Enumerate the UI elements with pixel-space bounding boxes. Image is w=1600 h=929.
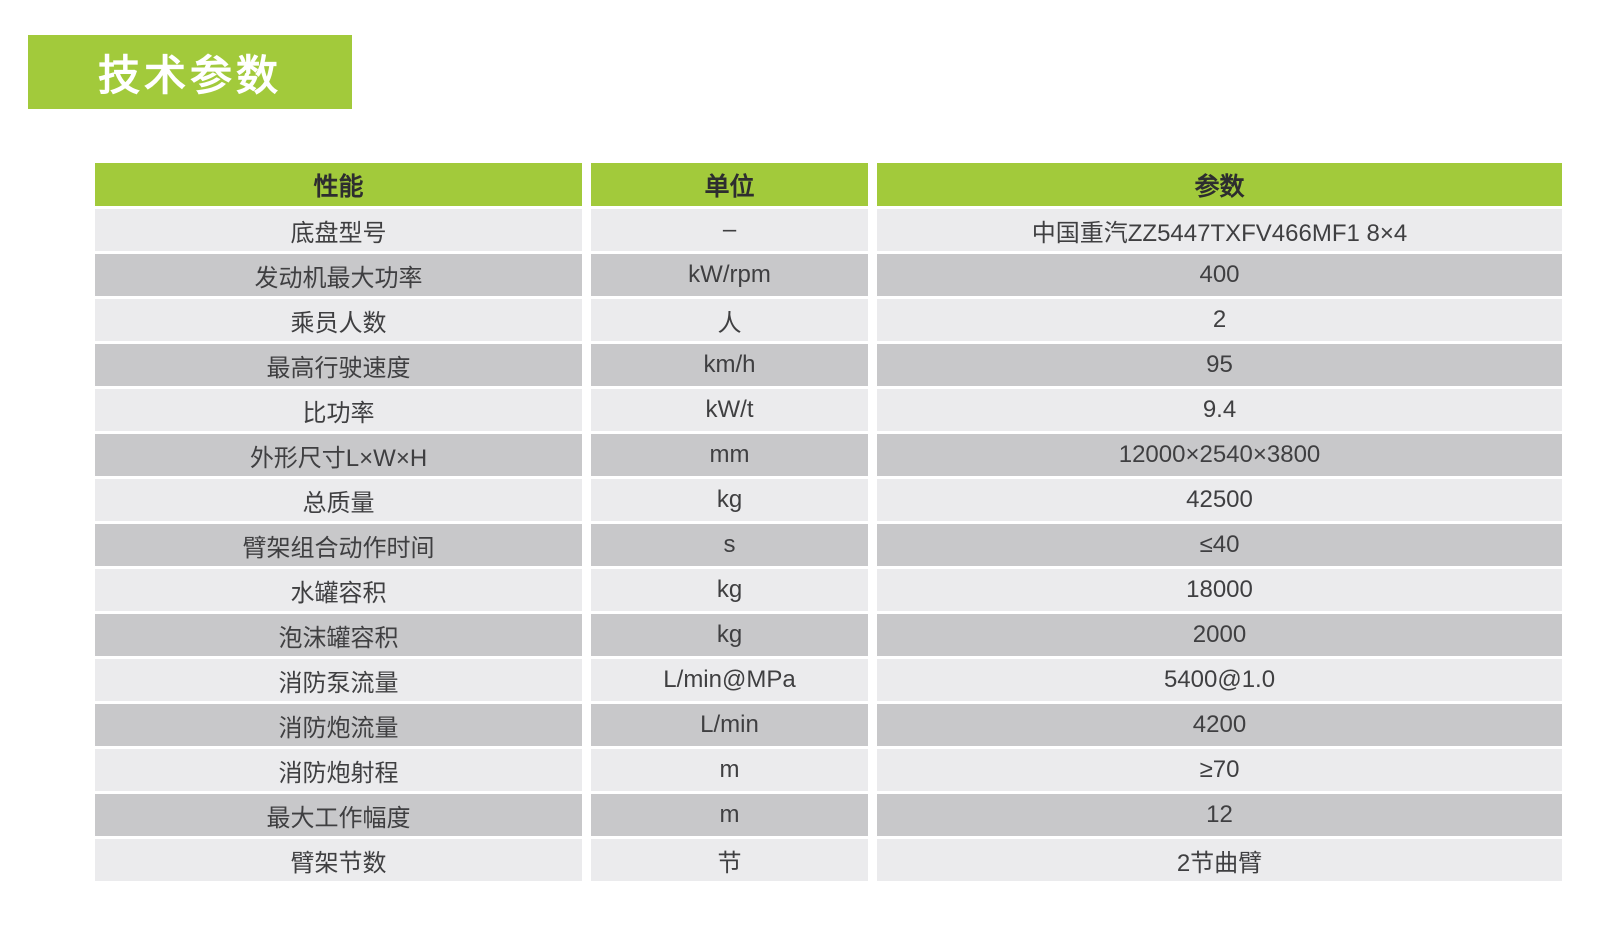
row-unit-cell: kW/t — [591, 389, 868, 431]
row-unit-cell: kg — [591, 479, 868, 521]
row-unit-cell: kg — [591, 569, 868, 611]
row-name-cell: 最高行驶速度 — [95, 344, 582, 386]
row-name-cell: 臂架节数 — [95, 839, 582, 881]
row-name-cell: 臂架组合动作时间 — [95, 524, 582, 566]
row-value-cell: ≥70 — [877, 749, 1562, 791]
row-unit-cell: m — [591, 794, 868, 836]
page-title: 技术参数 — [97, 51, 282, 99]
row-value-cell: 95 — [877, 344, 1562, 386]
row-unit-cell: km/h — [591, 344, 868, 386]
row-unit-cell: kg — [591, 614, 868, 656]
row-unit-cell: mm — [591, 434, 868, 476]
row-unit-cell: m — [591, 749, 868, 791]
row-unit-cell: 人 — [591, 299, 868, 341]
row-value-cell: 9.4 — [877, 389, 1562, 431]
col-header-unit: 单位 — [591, 163, 868, 206]
row-value-cell: 12 — [877, 794, 1562, 836]
row-value-cell: 400 — [877, 254, 1562, 296]
page-title-badge: 技术参数 — [28, 35, 352, 109]
row-unit-cell: kW/rpm — [591, 254, 868, 296]
row-unit-cell: – — [591, 209, 868, 251]
row-name-cell: 外形尺寸L×W×H — [95, 434, 582, 476]
row-name-cell: 消防泵流量 — [95, 659, 582, 701]
row-unit-cell: L/min@MPa — [591, 659, 868, 701]
col-header-parameter: 参数 — [877, 163, 1562, 206]
row-name-cell: 发动机最大功率 — [95, 254, 582, 296]
row-name-cell: 消防炮射程 — [95, 749, 582, 791]
row-value-cell: 2 — [877, 299, 1562, 341]
row-value-cell: 18000 — [877, 569, 1562, 611]
row-value-cell: 中国重汽ZZ5447TXFV466MF1 8×4 — [877, 209, 1562, 251]
row-name-cell: 消防炮流量 — [95, 704, 582, 746]
row-value-cell: 5400@1.0 — [877, 659, 1562, 701]
row-unit-cell: 节 — [591, 839, 868, 881]
row-unit-cell: s — [591, 524, 868, 566]
row-name-cell: 底盘型号 — [95, 209, 582, 251]
row-name-cell: 总质量 — [95, 479, 582, 521]
row-value-cell: 4200 — [877, 704, 1562, 746]
col-header-performance: 性能 — [95, 163, 582, 206]
row-name-cell: 水罐容积 — [95, 569, 582, 611]
row-value-cell: 2节曲臂 — [877, 839, 1562, 881]
row-value-cell: ≤40 — [877, 524, 1562, 566]
row-name-cell: 最大工作幅度 — [95, 794, 582, 836]
row-unit-cell: L/min — [591, 704, 868, 746]
row-value-cell: 12000×2540×3800 — [877, 434, 1562, 476]
row-value-cell: 42500 — [877, 479, 1562, 521]
row-name-cell: 泡沫罐容积 — [95, 614, 582, 656]
row-value-cell: 2000 — [877, 614, 1562, 656]
spec-table: 性能 单位 参数底盘型号 – 中国重汽ZZ5447TXFV466MF1 8×4 发动机最大… — [95, 163, 1562, 881]
row-name-cell: 乘员人数 — [95, 299, 582, 341]
row-name-cell: 比功率 — [95, 389, 582, 431]
